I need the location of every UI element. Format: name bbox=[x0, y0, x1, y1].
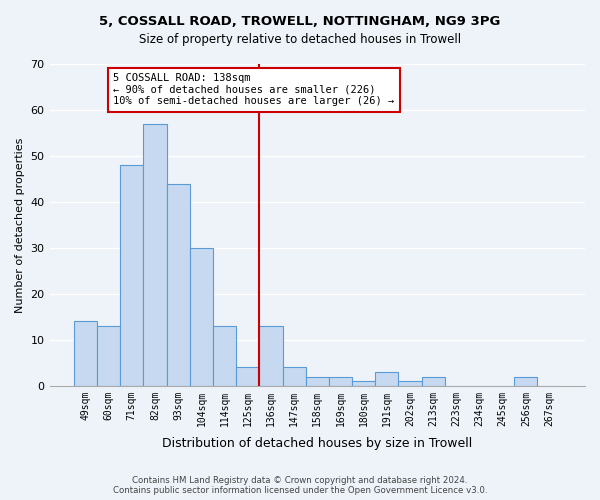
Text: 5, COSSALL ROAD, TROWELL, NOTTINGHAM, NG9 3PG: 5, COSSALL ROAD, TROWELL, NOTTINGHAM, NG… bbox=[100, 15, 500, 28]
Bar bbox=[213, 326, 236, 386]
Text: 5 COSSALL ROAD: 138sqm
← 90% of detached houses are smaller (226)
10% of semi-de: 5 COSSALL ROAD: 138sqm ← 90% of detached… bbox=[113, 73, 395, 106]
Bar bbox=[305, 376, 329, 386]
Bar bbox=[97, 326, 120, 386]
Bar bbox=[259, 326, 283, 386]
X-axis label: Distribution of detached houses by size in Trowell: Distribution of detached houses by size … bbox=[162, 437, 472, 450]
Bar bbox=[375, 372, 398, 386]
Bar bbox=[167, 184, 190, 386]
Bar bbox=[190, 248, 213, 386]
Bar bbox=[283, 368, 305, 386]
Bar bbox=[352, 381, 375, 386]
Y-axis label: Number of detached properties: Number of detached properties bbox=[15, 137, 25, 312]
Bar bbox=[329, 376, 352, 386]
Bar bbox=[422, 376, 445, 386]
Text: Contains HM Land Registry data © Crown copyright and database right 2024.
Contai: Contains HM Land Registry data © Crown c… bbox=[113, 476, 487, 495]
Bar bbox=[398, 381, 422, 386]
Bar bbox=[514, 376, 538, 386]
Bar bbox=[236, 368, 259, 386]
Bar bbox=[120, 165, 143, 386]
Bar bbox=[143, 124, 167, 386]
Bar bbox=[74, 322, 97, 386]
Text: Size of property relative to detached houses in Trowell: Size of property relative to detached ho… bbox=[139, 32, 461, 46]
